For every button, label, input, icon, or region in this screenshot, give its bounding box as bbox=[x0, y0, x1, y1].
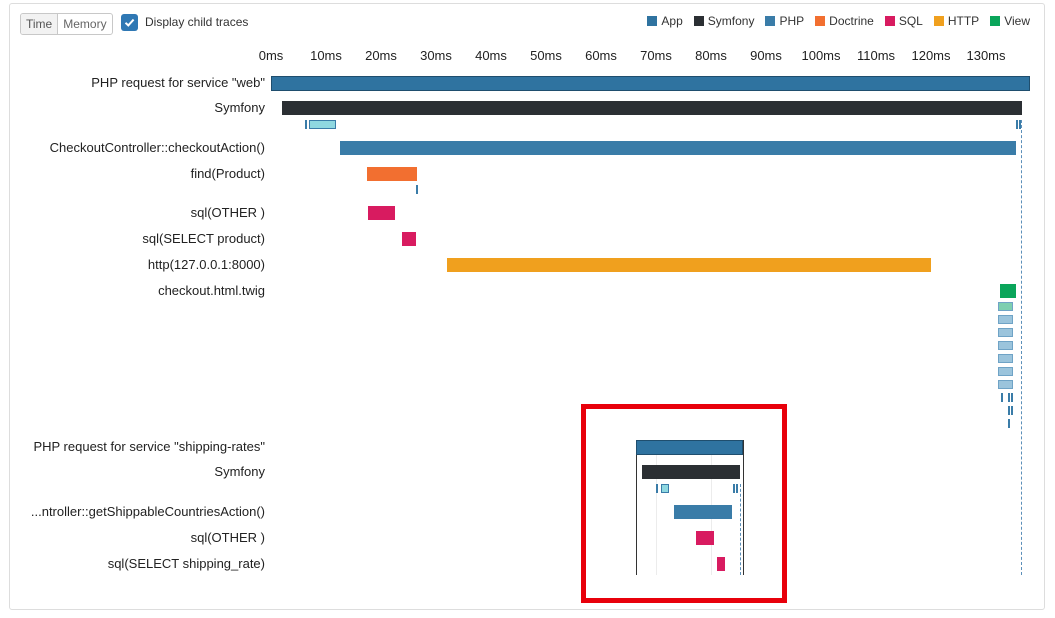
legend-swatch bbox=[884, 16, 895, 26]
sub-event-mark[interactable] bbox=[416, 185, 418, 194]
legend-label: View bbox=[1004, 14, 1030, 28]
sub-event-mark[interactable] bbox=[305, 120, 307, 129]
main-span-bar[interactable] bbox=[282, 101, 1022, 115]
legend-item-symfony: Symfony bbox=[693, 14, 755, 28]
sub-event-mark[interactable] bbox=[1019, 120, 1021, 129]
sub-event-mark[interactable] bbox=[1001, 393, 1003, 402]
axis-tick-label: 110ms bbox=[856, 48, 896, 63]
axis-tick-label: 130ms bbox=[966, 48, 1006, 63]
child-span-bar[interactable] bbox=[674, 505, 732, 519]
legend-label: Symfony bbox=[707, 14, 755, 28]
legend-item-app: App bbox=[647, 14, 683, 28]
child-span-label[interactable]: PHP request for service "shipping-rates" bbox=[33, 439, 265, 454]
child-span-label[interactable]: ...ntroller::getShippableCountriesAction… bbox=[30, 504, 265, 519]
main-span-bar[interactable] bbox=[367, 167, 417, 181]
trace-end-line bbox=[1021, 120, 1022, 575]
main-span-bar[interactable] bbox=[401, 232, 416, 246]
child-span-bar[interactable] bbox=[642, 465, 741, 479]
display-child-traces-checkbox[interactable] bbox=[121, 14, 138, 31]
legend-item-http: HTTP bbox=[933, 14, 980, 28]
child-span-label[interactable]: sql(OTHER ) bbox=[190, 530, 265, 545]
sub-event-mark[interactable] bbox=[1008, 393, 1010, 402]
template-sub-block[interactable] bbox=[998, 328, 1013, 337]
sub-event-mark[interactable] bbox=[1016, 120, 1018, 129]
time-mode-button[interactable]: Time bbox=[21, 14, 58, 34]
main-span-bar[interactable] bbox=[271, 76, 1030, 91]
legend-swatch bbox=[693, 16, 704, 26]
child-trace-frame-line bbox=[656, 440, 657, 575]
template-sub-block[interactable] bbox=[998, 302, 1013, 311]
sub-event-mark[interactable] bbox=[1011, 406, 1013, 415]
child-span-bar[interactable] bbox=[695, 531, 715, 545]
display-child-traces-label: Display child traces bbox=[145, 15, 249, 29]
highlight-box bbox=[581, 404, 787, 603]
main-span-label[interactable]: http(127.0.0.1:8000) bbox=[147, 257, 265, 272]
legend-item-view: View bbox=[990, 14, 1030, 28]
axis-tick-label: 100ms bbox=[801, 48, 841, 63]
sub-event-mark[interactable] bbox=[1008, 406, 1010, 415]
child-trace-end-line bbox=[739, 484, 741, 575]
view-mode-toggle: Time Memory bbox=[20, 13, 113, 35]
sub-event-mark[interactable] bbox=[736, 484, 738, 493]
axis-tick-label: 120ms bbox=[911, 48, 951, 63]
checkmark-icon bbox=[124, 18, 135, 27]
main-span-label[interactable]: sql(OTHER ) bbox=[190, 205, 265, 220]
toggle-divider bbox=[57, 14, 59, 34]
child-trace-frame-line bbox=[635, 440, 637, 575]
template-sub-block[interactable] bbox=[998, 380, 1013, 389]
child-span-bar[interactable] bbox=[716, 557, 725, 571]
legend: App Symfony PHP Doctrine SQL HTTP View bbox=[647, 14, 1030, 28]
axis-tick-label: 80ms bbox=[695, 48, 727, 63]
legend-label: Doctrine bbox=[829, 14, 874, 28]
legend-swatch bbox=[990, 16, 1001, 26]
main-span-label[interactable]: checkout.html.twig bbox=[158, 283, 265, 298]
main-span-label[interactable]: PHP request for service "web" bbox=[91, 75, 265, 90]
legend-swatch bbox=[933, 16, 944, 26]
axis-tick-label: 40ms bbox=[475, 48, 507, 63]
main-span-label[interactable]: sql(SELECT product) bbox=[142, 231, 265, 246]
template-sub-block[interactable] bbox=[998, 315, 1013, 324]
legend-swatch bbox=[647, 16, 658, 26]
axis-tick-label: 90ms bbox=[750, 48, 782, 63]
sub-event-bar[interactable] bbox=[661, 484, 669, 493]
template-sub-block[interactable] bbox=[998, 367, 1013, 376]
axis-tick-label: 10ms bbox=[310, 48, 342, 63]
legend-swatch bbox=[765, 16, 776, 26]
main-span-label[interactable]: CheckoutController::checkoutAction() bbox=[49, 140, 265, 155]
main-span-label[interactable]: Symfony bbox=[214, 100, 265, 115]
template-sub-block[interactable] bbox=[998, 341, 1013, 350]
main-span-bar[interactable] bbox=[999, 284, 1017, 298]
axis-tick-label: 30ms bbox=[420, 48, 452, 63]
axis-tick-label: 0ms bbox=[258, 48, 284, 63]
axis-tick-label: 50ms bbox=[530, 48, 562, 63]
child-span-bar[interactable] bbox=[635, 440, 743, 455]
main-span-bar[interactable] bbox=[447, 258, 931, 272]
main-span-bar[interactable] bbox=[339, 141, 1017, 155]
legend-item-sql: SQL bbox=[884, 14, 923, 28]
legend-label: SQL bbox=[898, 14, 923, 28]
child-span-label[interactable]: Symfony bbox=[214, 464, 265, 479]
memory-mode-button[interactable]: Memory bbox=[63, 17, 107, 31]
sub-event-bar[interactable] bbox=[309, 120, 336, 129]
legend-label: App bbox=[661, 14, 683, 28]
sub-event-mark[interactable] bbox=[733, 484, 735, 493]
child-trace-frame-line bbox=[742, 440, 744, 575]
sub-event-mark[interactable] bbox=[1011, 393, 1013, 402]
child-span-label[interactable]: sql(SELECT shipping_rate) bbox=[107, 556, 265, 571]
main-span-bar[interactable] bbox=[368, 206, 396, 220]
template-sub-block[interactable] bbox=[998, 354, 1013, 363]
axis-tick-label: 20ms bbox=[365, 48, 397, 63]
legend-item-php: PHP bbox=[765, 14, 804, 28]
legend-label: HTTP bbox=[947, 14, 980, 28]
legend-label: PHP bbox=[779, 14, 805, 28]
sub-event-mark[interactable] bbox=[656, 484, 658, 493]
legend-item-doctrine: Doctrine bbox=[815, 14, 874, 28]
sub-event-mark[interactable] bbox=[1008, 419, 1010, 428]
legend-swatch bbox=[815, 16, 826, 26]
axis-tick-label: 70ms bbox=[640, 48, 672, 63]
axis-tick-label: 60ms bbox=[585, 48, 617, 63]
main-span-label[interactable]: find(Product) bbox=[190, 166, 265, 181]
timeline-panel bbox=[9, 3, 1045, 610]
